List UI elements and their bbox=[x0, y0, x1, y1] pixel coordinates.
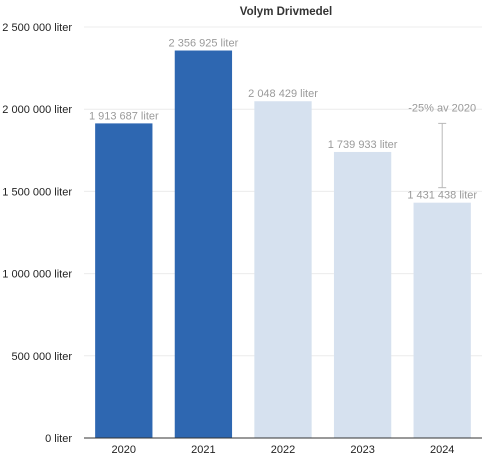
y-tick-label: 1 000 000 liter bbox=[2, 269, 72, 281]
x-tick-label-2022: 2022 bbox=[271, 444, 295, 456]
y-tick-label: 1 500 000 liter bbox=[2, 186, 72, 198]
annotation-text: -25% av 2020 bbox=[408, 102, 476, 114]
data-label-2024: 1 431 438 liter bbox=[407, 190, 477, 202]
y-tick-label: 2 500 000 liter bbox=[2, 22, 72, 34]
bar-2024 bbox=[413, 202, 471, 438]
x-tick-label-2020: 2020 bbox=[112, 444, 136, 456]
bar-2023 bbox=[333, 151, 392, 438]
data-label-2022: 2 048 429 liter bbox=[248, 88, 318, 100]
bar-2022 bbox=[254, 101, 312, 438]
annotation: -25% av 2020 bbox=[408, 102, 476, 189]
y-tick-label: 500 000 liter bbox=[11, 351, 72, 363]
bars bbox=[95, 50, 471, 438]
data-label-2020: 1 913 687 liter bbox=[89, 110, 159, 122]
data-labels: 1 913 687 liter 2 356 925 liter 2 048 429 … bbox=[89, 38, 477, 202]
data-label-2023: 1 739 933 liter bbox=[328, 139, 398, 151]
x-tick-label-2024: 2024 bbox=[430, 444, 454, 456]
x-tick-label-2023: 2023 bbox=[350, 444, 374, 456]
y-tick-label: 0 liter bbox=[45, 433, 72, 445]
bar-2021 bbox=[174, 50, 233, 438]
axes: 0 liter 500 000 liter 1 000 000 liter 1 500… bbox=[2, 22, 482, 456]
chart-title: Volym Drivmedel bbox=[240, 6, 332, 18]
y-tick-label: 2 000 000 liter bbox=[2, 104, 72, 116]
data-label-2021: 2 356 925 liter bbox=[169, 38, 239, 50]
x-tick-label-2021: 2021 bbox=[191, 444, 215, 456]
bar-2020 bbox=[95, 123, 153, 438]
